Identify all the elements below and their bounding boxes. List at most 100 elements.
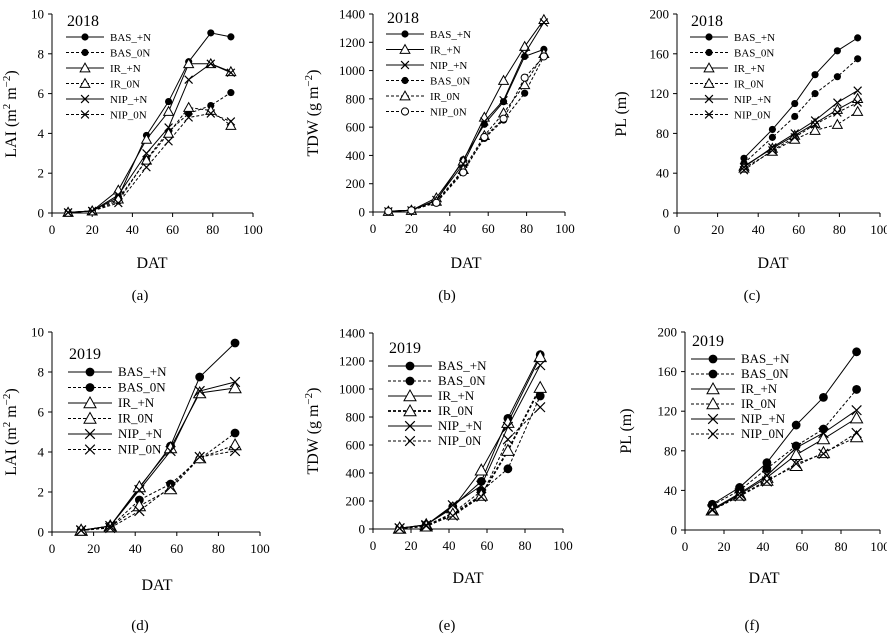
marker-4 bbox=[164, 123, 173, 132]
marker-5 bbox=[229, 376, 241, 388]
series-NIP_+N bbox=[739, 86, 862, 172]
legend-label: NIP_0N bbox=[118, 442, 162, 457]
marker-5 bbox=[849, 411, 864, 424]
marker-2 bbox=[790, 129, 800, 138]
legend-label: IR_+N bbox=[118, 395, 155, 410]
legend-label: NIP_+N bbox=[741, 411, 786, 426]
series-line bbox=[68, 32, 231, 213]
marker-3 bbox=[140, 154, 153, 165]
legend-label: IR_+N bbox=[430, 45, 461, 57]
marker-6 bbox=[205, 104, 217, 115]
marker-legend bbox=[404, 435, 416, 447]
legend-label: BAS_+N bbox=[734, 32, 775, 44]
marker-legend bbox=[399, 90, 411, 101]
y-tick-label: 120 bbox=[650, 86, 670, 101]
y-axis-title-part: m bbox=[3, 87, 20, 104]
y-tick-label: 1400 bbox=[339, 7, 365, 22]
marker-5 bbox=[851, 92, 864, 103]
marker-5 bbox=[851, 105, 864, 116]
marker-4 bbox=[816, 445, 831, 459]
y-tick-label: 80 bbox=[664, 443, 677, 458]
marker-0 bbox=[739, 165, 749, 175]
marker-2 bbox=[134, 505, 145, 517]
marker-4 bbox=[165, 97, 173, 106]
marker-6 bbox=[518, 78, 531, 90]
legend-label: IR_+N bbox=[438, 388, 475, 403]
x-tick-label: 20 bbox=[405, 221, 418, 236]
marker-4 bbox=[162, 127, 175, 138]
series-line bbox=[81, 387, 236, 531]
y-tick-label: 2 bbox=[38, 166, 45, 181]
marker-legend bbox=[79, 77, 91, 88]
legend-label: IR_0N bbox=[110, 79, 140, 91]
marker-legend bbox=[400, 60, 410, 70]
y-tick-label: 800 bbox=[346, 410, 366, 425]
marker-1 bbox=[768, 125, 776, 133]
chart-panel-b: 0 20 40 60 80 1000200400600800100012001400DAT… bbox=[303, 7, 575, 305]
y-axis-title: TDW (g m−2) bbox=[303, 388, 322, 475]
marker-legend bbox=[706, 396, 720, 410]
marker-4 bbox=[480, 132, 489, 142]
x-tick-label: 20 bbox=[718, 539, 731, 554]
marker-legend bbox=[705, 33, 713, 41]
x-tick-label: 0 bbox=[370, 221, 377, 236]
y-axis-title-part: ) bbox=[305, 388, 322, 393]
series-BAS_0N bbox=[707, 385, 861, 510]
marker-0 bbox=[63, 208, 73, 217]
marker-3 bbox=[811, 71, 819, 79]
marker-3 bbox=[809, 124, 821, 135]
y-tick-label: 4 bbox=[38, 126, 45, 141]
x-tick-label: 80 bbox=[212, 541, 225, 556]
x-tick-label: 60 bbox=[481, 538, 494, 553]
marker-7 bbox=[227, 33, 235, 41]
y-tick-label: 10 bbox=[31, 7, 44, 22]
legend-label: BAS_+N bbox=[118, 364, 167, 379]
y-tick-label: 0 bbox=[671, 523, 678, 538]
marker-3 bbox=[474, 463, 489, 476]
marker-2 bbox=[447, 499, 459, 511]
marker-2 bbox=[114, 190, 123, 200]
series-line bbox=[743, 90, 858, 168]
y-tick-label: 200 bbox=[650, 7, 670, 22]
marker-legend bbox=[400, 107, 410, 116]
y-tick-label: 40 bbox=[664, 483, 677, 498]
x-tick-label: 0 bbox=[370, 538, 377, 553]
marker-1 bbox=[768, 133, 776, 141]
x-tick-label: 40 bbox=[752, 222, 765, 237]
y-tick-label: 40 bbox=[656, 166, 669, 181]
y-tick-label: 0 bbox=[359, 522, 366, 537]
marker-3 bbox=[142, 162, 151, 172]
y-axis-title-part: PL (m) bbox=[613, 91, 630, 136]
marker-6 bbox=[520, 73, 529, 82]
x-tick-label: 60 bbox=[796, 539, 809, 554]
marker-7 bbox=[226, 117, 236, 126]
x-tick-label: 80 bbox=[519, 538, 532, 553]
series-NIP_+N bbox=[63, 59, 236, 217]
marker-legend bbox=[401, 76, 409, 85]
marker-5 bbox=[229, 445, 241, 457]
marker-4 bbox=[819, 392, 828, 402]
x-tick-label: 60 bbox=[482, 221, 495, 236]
marker-3 bbox=[476, 480, 487, 491]
x-tick-label: 0 bbox=[682, 539, 689, 554]
x-tick-label: 40 bbox=[443, 221, 456, 236]
marker-7 bbox=[539, 52, 548, 61]
series-IR_0N bbox=[705, 429, 864, 516]
legend-label: NIP_+N bbox=[438, 418, 483, 433]
y-axis-title-part: −2 bbox=[1, 394, 13, 406]
legend-label: NIP_0N bbox=[741, 426, 785, 441]
y-tick-label: 0 bbox=[38, 206, 45, 221]
panel-label: (e) bbox=[439, 618, 456, 634]
y-axis-title: PL (m) bbox=[618, 408, 635, 453]
y-axis-title-part: 2 bbox=[1, 104, 13, 110]
legend-label: NIP_+N bbox=[734, 94, 771, 106]
legend-label: BAS_+N bbox=[741, 351, 790, 366]
x-tick-label: 60 bbox=[170, 541, 183, 556]
marker-4 bbox=[833, 73, 841, 81]
marker-2 bbox=[132, 498, 147, 512]
y-tick-label: 80 bbox=[656, 126, 669, 141]
legend-label: BAS_0N bbox=[430, 76, 470, 88]
marker-3 bbox=[790, 458, 802, 469]
marker-5 bbox=[852, 385, 861, 394]
